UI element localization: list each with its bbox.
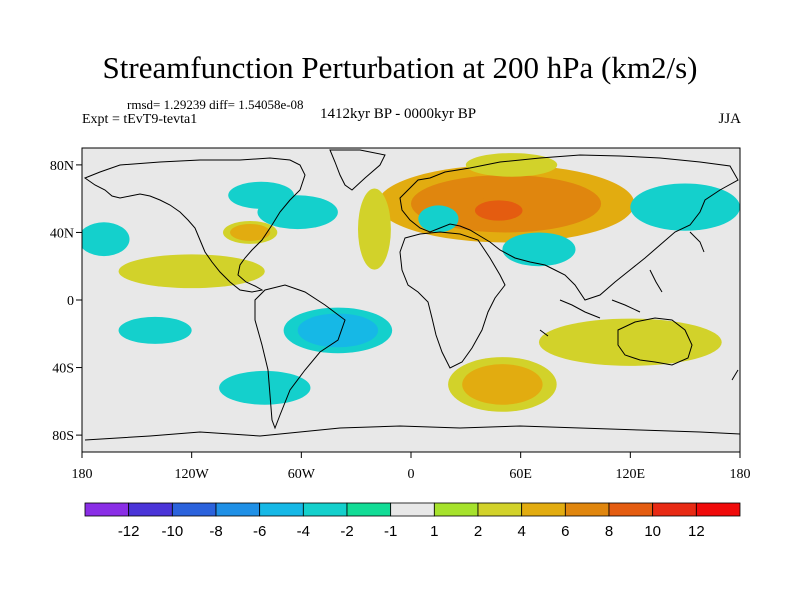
- anomaly-region-7: [502, 232, 576, 267]
- x-tick-label: 120W: [175, 467, 210, 482]
- y-tick-label: 40S: [52, 362, 74, 377]
- coastline-australia: [617, 317, 693, 366]
- coastline-south-america: [254, 284, 346, 430]
- coastline-africa: [399, 231, 506, 369]
- colorbar-swatch-4: [259, 502, 304, 517]
- period-label: 1412kyr BP - 0000kyr BP: [320, 106, 477, 122]
- x-tick-label: 180: [72, 467, 93, 482]
- colorbar-swatch-0: [84, 502, 130, 517]
- x-tick-label: 180: [730, 467, 751, 482]
- y-tick-label: 80N: [50, 159, 74, 174]
- colorbar-swatch-9: [477, 502, 523, 517]
- colorbar-swatch-1: [128, 502, 173, 517]
- anomaly-region-6: [418, 205, 459, 233]
- coastline-greenland: [329, 149, 386, 191]
- colorbar-swatch-11: [564, 502, 610, 517]
- colorbar-swatch-3: [215, 502, 261, 517]
- anomaly-region-5: [357, 188, 391, 270]
- colorbar-swatch-10: [521, 502, 566, 517]
- colorbar-swatch-12: [608, 502, 654, 517]
- colorbar-label: -1: [384, 523, 397, 540]
- colorbar-swatch-8: [433, 502, 479, 517]
- anomaly-region-1: [474, 200, 523, 221]
- colorbar-label: -10: [161, 523, 183, 540]
- anomaly-region-3: [228, 181, 295, 209]
- anomaly-region-15: [538, 318, 722, 366]
- colorbar-swatch-13: [652, 502, 697, 517]
- x-tick-label: 0: [408, 467, 415, 482]
- x-tick-label: 60E: [509, 467, 532, 482]
- coastline-islands: [539, 231, 739, 381]
- coastline-eurasia: [399, 154, 739, 301]
- x-tick-label: 60W: [288, 467, 316, 482]
- colorbar-label: 8: [605, 523, 613, 540]
- anomaly-region-13: [118, 316, 192, 344]
- chart-title: Streamfunction Perturbation at 200 hPa (…: [102, 50, 698, 85]
- colorbar-swatch-6: [346, 502, 392, 517]
- colorbar-swatch-2: [171, 502, 217, 517]
- colorbar-label: 10: [644, 523, 661, 540]
- colorbar-label: -6: [253, 523, 266, 540]
- colorbar-swatch-7: [390, 502, 435, 517]
- y-tick-label: 0: [67, 294, 74, 309]
- y-tick-label: 40N: [50, 226, 74, 241]
- x-tick-label: 120E: [616, 467, 646, 482]
- anomaly-region-4: [230, 224, 271, 241]
- colorbar-label: 1: [430, 523, 438, 540]
- y-tick-label: 80S: [52, 429, 74, 444]
- colorbar-label: 12: [688, 523, 705, 540]
- season-label: JJA: [718, 111, 741, 127]
- colorbar-label: 4: [517, 523, 525, 540]
- colorbar-label: -2: [340, 523, 353, 540]
- anomaly-region-12: [297, 313, 379, 348]
- anomaly-region-14: [462, 364, 543, 405]
- anomaly-region-11: [82, 222, 130, 257]
- colorbar-swatch-5: [302, 502, 348, 517]
- rmsd-stats: rmsd= 1.29239 diff= 1.54058e-08: [127, 97, 304, 112]
- colorbar-label: -4: [297, 523, 310, 540]
- colorbar-label: -8: [209, 523, 222, 540]
- colorbar-label: 2: [474, 523, 482, 540]
- coastline-antarctica: [84, 425, 740, 441]
- colorbar-swatch-14: [695, 502, 741, 517]
- colorbar-label: 6: [561, 523, 569, 540]
- coastline-north-america: [83, 157, 306, 293]
- colorbar-label: -12: [118, 523, 140, 540]
- experiment-label: Expt = tEvT9-tevta1: [82, 112, 198, 127]
